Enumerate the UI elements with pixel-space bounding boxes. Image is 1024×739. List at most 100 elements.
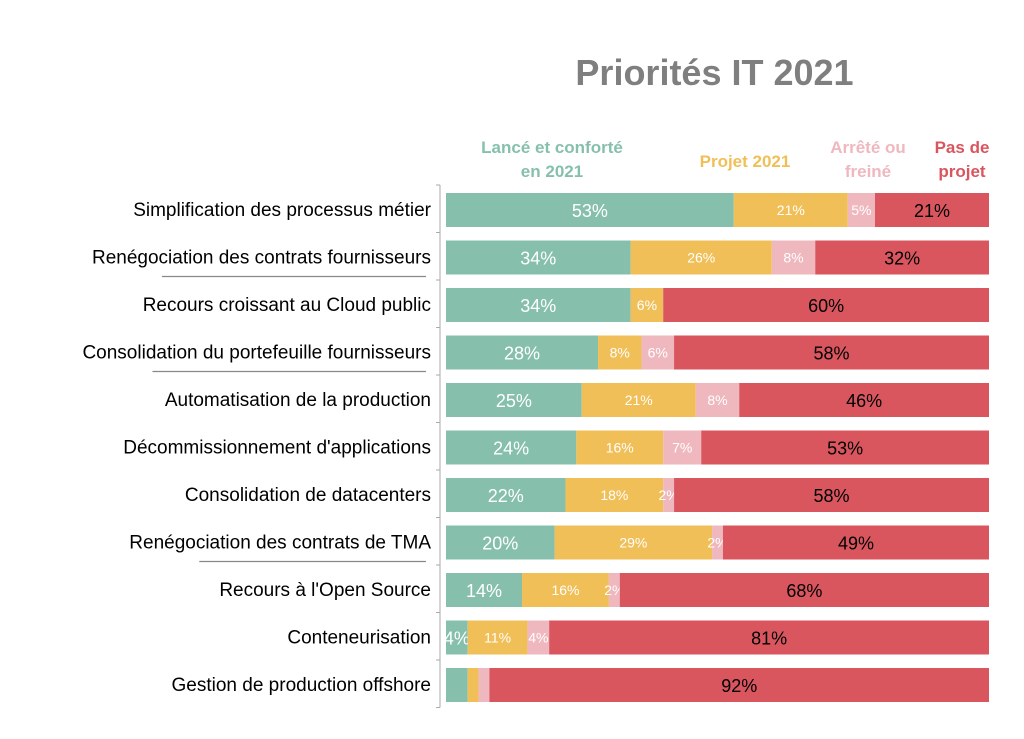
bar-segment [446, 573, 523, 607]
data-label: 21% [777, 202, 805, 218]
data-label: 8% [783, 250, 803, 266]
bar-segment [771, 240, 816, 275]
data-label: 34% [520, 249, 556, 269]
data-label: 20% [482, 534, 518, 554]
legend-line: projet [938, 162, 986, 181]
data-label: 16% [551, 582, 579, 598]
bar-segment [446, 288, 631, 322]
data-label: 92% [721, 676, 757, 696]
bar-segment [641, 335, 675, 370]
bar-segment [630, 240, 772, 275]
bar-segment [674, 335, 989, 370]
data-label: 8% [707, 392, 727, 408]
data-label: 49% [838, 534, 874, 554]
bar-segment [712, 525, 723, 560]
data-label: 22% [488, 486, 524, 506]
legend-arrete: Arrêté ou freiné [812, 136, 924, 184]
data-label: 53% [572, 201, 608, 221]
bar-segment [663, 430, 702, 465]
data-label: 7% [672, 440, 692, 456]
category-label: Simplification des processus métier [133, 200, 431, 221]
bar-segment [478, 668, 490, 702]
data-label: 46% [846, 391, 882, 411]
data-label: 16% [606, 440, 634, 456]
bar-segment [815, 240, 989, 275]
data-label: 6% [648, 345, 668, 361]
data-label: 29% [619, 535, 647, 551]
data-label: 21% [625, 392, 653, 408]
bar-segment [576, 430, 664, 465]
bar-segment [467, 620, 528, 655]
bar-segment [695, 383, 740, 417]
bar-segment [581, 383, 696, 417]
bar-segment [608, 573, 620, 607]
data-label: 34% [520, 296, 556, 316]
category-label: Décommissionnement d'applications [123, 438, 431, 459]
bar-segment [663, 478, 675, 512]
data-label: 25% [496, 391, 532, 411]
data-label: 32% [884, 249, 920, 269]
category-label: Automatisation de la production [165, 390, 431, 411]
category-label: Recours croissant au Cloud public [143, 295, 431, 316]
category-label: Renégociation des contrats de TMA [129, 533, 431, 554]
bar-segment [674, 478, 989, 512]
data-label: 53% [827, 439, 863, 459]
bar-segment [733, 193, 848, 227]
bar-segment [446, 430, 577, 465]
data-label: 28% [504, 344, 540, 364]
data-label: 2% [604, 582, 624, 598]
legend-pas-de-projet: Pas de projet [920, 136, 1004, 184]
bar-segment [722, 525, 989, 560]
bar-segment [554, 525, 713, 560]
bar-segment [527, 620, 550, 655]
bar-segment [549, 620, 989, 655]
category-label: Conteneurisation [287, 628, 431, 649]
data-label: 68% [786, 581, 822, 601]
bar-segment [446, 668, 468, 702]
bar-segment [446, 525, 555, 560]
legend-line: Arrêté ou [830, 138, 906, 157]
bar-segment [739, 383, 989, 417]
data-label: 14% [466, 581, 502, 601]
data-label: 60% [808, 296, 844, 316]
legend-line: freiné [844, 162, 892, 181]
bar-segment [467, 668, 479, 702]
data-label: 8% [610, 345, 630, 361]
bar-segment [565, 478, 664, 512]
data-label: 21% [914, 201, 950, 221]
category-label: Recours à l'Open Source [219, 580, 431, 601]
data-label: 58% [814, 486, 850, 506]
data-label: 4% [528, 630, 548, 646]
bar-segment [847, 193, 875, 227]
data-label: 4% [444, 629, 470, 649]
legend-line: Projet 2021 [699, 152, 791, 171]
legend-lance: Lancé et conforté en 2021 [456, 136, 648, 184]
legend-projet: Projet 2021 [680, 150, 810, 174]
data-label: 5% [851, 202, 871, 218]
legend-line: Pas de [934, 138, 990, 157]
bar-segment [446, 620, 468, 655]
bar-segment [874, 193, 989, 227]
bar-segment [598, 335, 642, 370]
legend-line: en 2021 [520, 162, 584, 181]
bar-segment [663, 288, 989, 322]
bar-segment [701, 430, 989, 465]
data-label: 6% [637, 297, 657, 313]
bar-segment [446, 335, 599, 370]
data-label: 81% [751, 629, 787, 649]
bar-segment [446, 240, 631, 275]
bar-segment [446, 193, 734, 227]
data-label: 58% [814, 344, 850, 364]
category-label: Consolidation du portefeuille fournisseu… [82, 343, 431, 364]
category-label: Gestion de production offshore [172, 675, 432, 696]
bar-segment [630, 288, 664, 322]
data-label: 2% [659, 487, 679, 503]
data-label: 18% [600, 487, 628, 503]
chart-title: Priorités IT 2021 [575, 52, 854, 93]
bar-segment [446, 383, 582, 417]
data-label: 11% [484, 630, 511, 646]
bar-segment [619, 573, 989, 607]
category-label: Renégociation des contrats fournisseurs [92, 248, 431, 269]
data-label: 24% [493, 439, 529, 459]
